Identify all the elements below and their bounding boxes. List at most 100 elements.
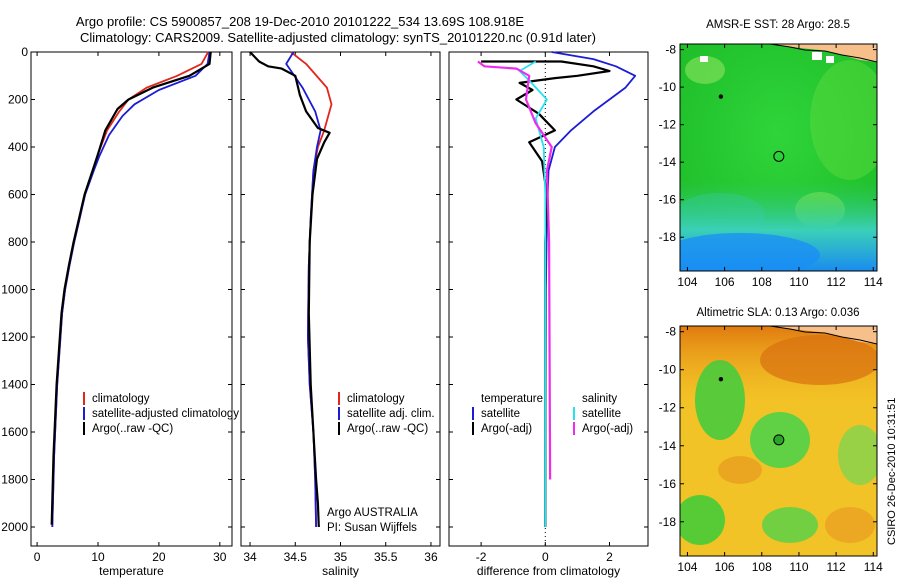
- figure-title-line2: Climatology: CARS2009. Satellite-adjuste…: [80, 30, 596, 45]
- sla-low-patch: [762, 507, 818, 543]
- annotation-pi: PI: Susan Wijffels: [327, 522, 417, 534]
- y-tick-label: 200: [8, 93, 28, 107]
- sla-high-patch: [825, 507, 875, 543]
- figure-title-line1: Argo profile: CS 5900857_208 19-Dec-2010…: [76, 14, 524, 29]
- credit-text: CSIRO 26-Dec-2010 10:31:51: [886, 398, 898, 545]
- y-tick-label: -10: [659, 363, 677, 377]
- sla-map-frame: [679, 325, 878, 557]
- x-tick-label: 34.5: [284, 550, 308, 564]
- series-line-argo-raw-qc-: [249, 51, 331, 528]
- series-line-climatology: [51, 51, 209, 528]
- legend-label-satellite-adjusted: satellite-adjusted climatology: [92, 408, 239, 420]
- x-tick-label: 104: [677, 560, 697, 574]
- x-tick-label: -2: [476, 550, 487, 564]
- sst-map-frame: [679, 43, 878, 272]
- y-tick-label: -16: [659, 193, 677, 207]
- x-tick-label: 108: [752, 275, 772, 289]
- y-tick-label: 2000: [1, 520, 28, 534]
- sla-map-axes: 104 106 108 110 112 114 -8 -10 -12 -14 -16 -18: [659, 325, 884, 574]
- difference-panel-frame: [448, 51, 649, 547]
- temperature-panel: 0 10 20 30 0 200 400 600 800 1000 1200 1400 1600 1800…: [1, 45, 232, 578]
- x-tick-label: 114: [864, 560, 883, 574]
- sst-map-field: [680, 44, 877, 271]
- x-tick-label: 110: [789, 560, 808, 574]
- sst-missing-cell: [700, 56, 708, 62]
- legend-label-argo: Argo(..raw -QC): [92, 423, 173, 435]
- y-tick-label: 1400: [1, 378, 28, 392]
- y-tick-label: -14: [659, 155, 677, 169]
- y-tick-label: 600: [8, 188, 28, 202]
- series-line-temperature-argo-adj-: [481, 60, 611, 527]
- series-line-salinity-satellite: [518, 60, 548, 527]
- legend-label-salinity-argo: Argo(-adj): [582, 423, 633, 435]
- x-tick-label: 20: [152, 550, 166, 564]
- y-tick-label: -16: [659, 477, 677, 491]
- annotation-argo-australia: Argo AUSTRALIA: [327, 507, 418, 519]
- salinity-legend: climatology satellite adj. clim. Argo(..…: [327, 392, 435, 534]
- x-tick-label: 36: [424, 550, 438, 564]
- y-tick-label: -12: [659, 401, 677, 415]
- legend-label-temperature-argo: Argo(-adj): [481, 423, 532, 435]
- x-axis-label: difference from climatology: [477, 564, 620, 578]
- y-tick-label: -14: [659, 439, 677, 453]
- y-tick-label: -18: [659, 230, 677, 244]
- x-tick-label: 2: [606, 550, 613, 564]
- sst-missing-cell: [826, 56, 834, 63]
- y-tick-label: -18: [659, 515, 677, 529]
- legend-label-satellite-adj: satellite adj. clim.: [347, 408, 435, 420]
- x-tick-label: 108: [752, 560, 772, 574]
- sla-low-patch: [695, 360, 745, 440]
- y-tick-label: 800: [8, 235, 28, 249]
- series-line-argo-raw-qc-: [50, 51, 212, 525]
- sst-map-axes: 104 106 108 110 112 114 -8 -10 -12 -14 -16 -18: [659, 43, 884, 289]
- legend-header-salinity: salinity: [582, 393, 617, 405]
- y-tick-label: 1600: [1, 425, 28, 439]
- y-tick-label: -8: [665, 325, 676, 339]
- x-axis-label: temperature: [99, 564, 164, 578]
- series-line-salinity-argo-adj-: [477, 60, 553, 480]
- legend-header-temperature: temperature: [481, 393, 543, 405]
- x-tick-label: 0: [542, 550, 549, 564]
- x-axis-label: salinity: [322, 564, 359, 578]
- y-tick-label: -10: [659, 80, 677, 94]
- sst-warm-patch: [810, 60, 877, 180]
- sst-map-title: AMSR-E SST: 28 Argo: 28.5: [706, 19, 850, 31]
- x-tick-label: 10: [91, 550, 105, 564]
- series-line-climatology: [290, 51, 333, 528]
- island-marker: [718, 377, 724, 382]
- sst-missing-cell: [812, 52, 822, 60]
- x-tick-label: 110: [789, 275, 808, 289]
- series-line-temperature-satellite: [544, 51, 637, 528]
- x-tick-label: 35.5: [374, 550, 398, 564]
- salinity-panel: 34 34.5 35 35.5 36 salinity: [241, 51, 440, 578]
- x-tick-label: 114: [864, 275, 883, 289]
- sla-map-title: Altimetric SLA: 0.13 Argo: 0.036: [696, 307, 859, 319]
- sla-low-patch: [680, 495, 725, 545]
- legend-label-temperature-satellite: satellite: [481, 408, 520, 420]
- legend-label-salinity-satellite: satellite: [582, 408, 621, 420]
- sst-coastline: [769, 44, 877, 63]
- salinity-panel-frame: [240, 51, 441, 547]
- sla-high-patch: [760, 335, 877, 385]
- y-tick-label: 400: [8, 140, 28, 154]
- series-line-satellite-adjusted-climatology: [51, 51, 211, 528]
- y-tick-label: 0: [21, 45, 28, 59]
- temperature-panel-frame: [30, 51, 233, 547]
- island-marker: [718, 94, 724, 99]
- x-tick-label: 30: [213, 550, 227, 564]
- sla-low-patch: [838, 425, 877, 485]
- x-tick-label: 104: [677, 275, 697, 289]
- sla-high-patch: [718, 456, 762, 484]
- legend-label-climatology: climatology: [347, 393, 405, 405]
- x-tick-label: 0: [34, 550, 41, 564]
- sla-land: [770, 326, 877, 344]
- x-tick-label: 34: [243, 550, 257, 564]
- difference-legend: temperature satellite Argo(-adj) salinit…: [472, 393, 633, 435]
- y-tick-label: 1000: [1, 283, 28, 297]
- x-tick-label: 112: [827, 560, 846, 574]
- legend-label-climatology: climatology: [92, 393, 150, 405]
- x-tick-label: 106: [715, 560, 735, 574]
- sla-map-field: [680, 326, 877, 556]
